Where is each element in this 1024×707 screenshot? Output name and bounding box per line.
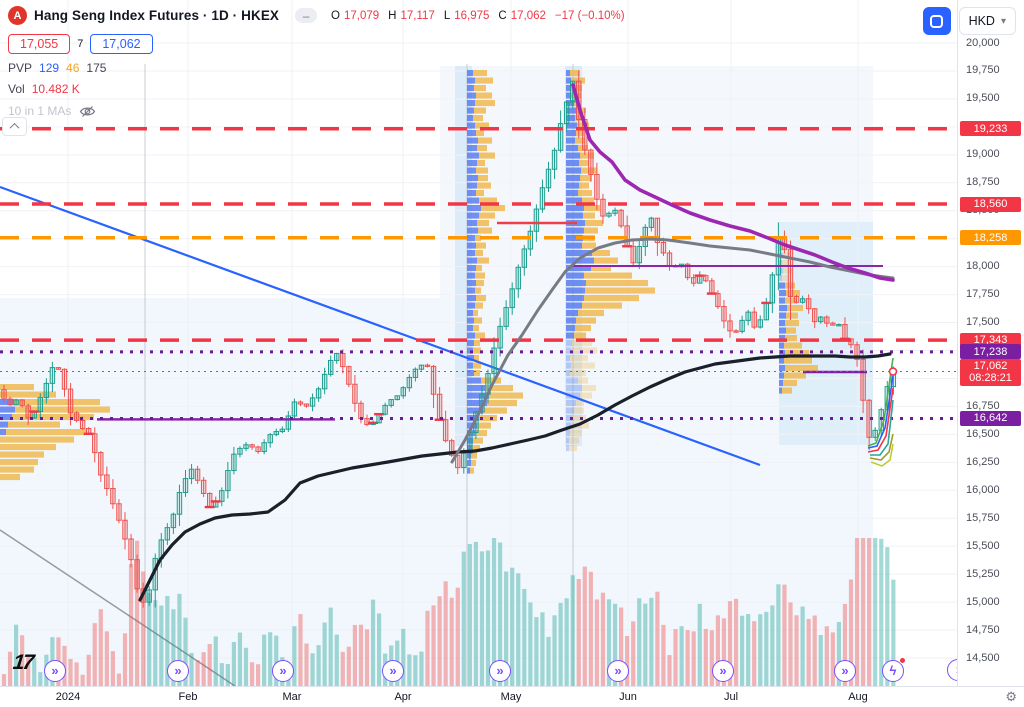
alert-dot bbox=[899, 657, 906, 664]
price-level-label: 17,238 bbox=[960, 344, 1021, 360]
chevron-down-icon: ▾ bbox=[1000, 15, 1006, 27]
price-tick: 19,500 bbox=[966, 92, 1000, 105]
time-tick: Jul bbox=[723, 691, 739, 703]
collapse-legend-icon[interactable]: – bbox=[295, 8, 318, 23]
price-tick: 18,750 bbox=[966, 176, 1000, 189]
ma-ribbon bbox=[867, 357, 894, 467]
change-value: −17 (−0.10%) bbox=[554, 9, 625, 22]
price-tick: 17,750 bbox=[966, 288, 1000, 301]
price-level-label: 16,642 bbox=[960, 410, 1021, 426]
price-axis[interactable]: 20,00019,75019,50019,00018,75018,50018,0… bbox=[957, 0, 1024, 686]
price-level-label: 17,062 08:28:21 bbox=[960, 358, 1021, 386]
price-tick: 16,500 bbox=[966, 427, 1000, 440]
price-tick: 15,000 bbox=[966, 595, 1000, 608]
pvp-label: PVP bbox=[8, 61, 33, 75]
currency-dropdown[interactable]: HKD ▾ bbox=[958, 7, 1016, 35]
tradingview-logo[interactable]: 17 bbox=[11, 651, 34, 674]
jump-forward-icon[interactable]: » bbox=[489, 660, 511, 682]
pvp-value-1: 129 bbox=[39, 61, 60, 75]
symbol-title[interactable]: Hang Seng Index Futures · 1D · HKEX bbox=[34, 8, 280, 23]
symbol-logo[interactable]: A bbox=[8, 6, 27, 25]
price-tick: 16,000 bbox=[966, 483, 1000, 496]
volume-label: Vol bbox=[8, 82, 25, 96]
price-tick: 15,750 bbox=[966, 511, 1000, 524]
jump-forward-icon[interactable]: » bbox=[382, 660, 404, 682]
price-tick: 19,750 bbox=[966, 64, 1000, 77]
lightning-icon[interactable]: ϟ bbox=[882, 660, 904, 682]
price-tick: 17,500 bbox=[966, 316, 1000, 329]
price-tick: 14,750 bbox=[966, 623, 1000, 636]
price-level-label: 18,560 bbox=[960, 196, 1021, 212]
high-label: H bbox=[388, 9, 397, 22]
price-tick: 14,500 bbox=[966, 651, 1000, 664]
collapse-pane-button[interactable] bbox=[2, 117, 27, 136]
legend: A Hang Seng Index Futures · 1D · HKEX – … bbox=[8, 6, 630, 125]
square-outline-icon bbox=[930, 14, 944, 28]
price-tick: 15,250 bbox=[966, 567, 1000, 580]
high-value: 17,117 bbox=[400, 9, 435, 22]
open-value: 17,079 bbox=[343, 9, 380, 22]
jump-forward-icon[interactable]: » bbox=[272, 660, 294, 682]
jump-forward-icon[interactable]: » bbox=[712, 660, 734, 682]
moving-averages bbox=[138, 83, 895, 602]
time-tick: 2024 bbox=[55, 691, 81, 703]
spread-value: 7 bbox=[77, 38, 84, 50]
time-tick: Feb bbox=[178, 691, 198, 703]
price-tick: 16,750 bbox=[966, 399, 1000, 412]
last-price-marker bbox=[888, 367, 898, 376]
time-tick: Jun bbox=[619, 691, 637, 703]
layout-select-button[interactable] bbox=[922, 7, 951, 35]
settings-gear-icon[interactable]: ⚙ bbox=[1005, 689, 1017, 704]
low-label: L bbox=[443, 9, 451, 22]
low-value: 16,975 bbox=[454, 9, 490, 22]
close-value: 17,062 bbox=[510, 9, 546, 22]
jump-forward-icon[interactable]: » bbox=[607, 660, 629, 682]
time-tick: May bbox=[500, 691, 522, 703]
price-level-label: 18,258 bbox=[960, 230, 1021, 246]
price-level-label: 17,343 bbox=[960, 332, 1021, 348]
close-label: C bbox=[498, 9, 507, 22]
time-axis[interactable]: 2024 Feb Mar Apr May Jun Jul Aug bbox=[0, 686, 1024, 707]
time-tick: Mar bbox=[282, 691, 302, 703]
buy-button[interactable]: 17,062 bbox=[90, 34, 153, 54]
sell-button[interactable]: 17,055 bbox=[8, 34, 71, 54]
time-tick: Apr bbox=[394, 691, 412, 703]
pvp-value-2: 46 bbox=[66, 61, 80, 75]
price-tick: 20,000 bbox=[966, 36, 1000, 49]
time-tick: Aug bbox=[848, 691, 868, 703]
mas-indicator-label: 10 in 1 MAs bbox=[8, 103, 72, 118]
ohlc-values: O 17,079 H 17,117 L 16,975 C 17,062 −17 (−0.… bbox=[331, 10, 630, 22]
trendlines bbox=[0, 185, 761, 687]
eye-off-icon[interactable] bbox=[79, 105, 96, 118]
volume-value: 10.482 K bbox=[31, 82, 80, 96]
open-label: O bbox=[331, 9, 340, 22]
price-level-label: 19,233 bbox=[960, 121, 1021, 137]
jump-forward-icon[interactable]: » bbox=[167, 660, 189, 682]
price-tick: 18,000 bbox=[966, 260, 1000, 273]
price-tick: 19,000 bbox=[966, 148, 1000, 161]
pvp-value-3: 175 bbox=[86, 61, 107, 75]
price-tick: 15,500 bbox=[966, 539, 1000, 552]
jump-forward-icon[interactable]: » bbox=[834, 660, 856, 682]
jump-forward-icon[interactable]: » bbox=[44, 660, 66, 682]
price-tick: 16,250 bbox=[966, 455, 1000, 468]
currency-value: HKD bbox=[968, 14, 995, 28]
